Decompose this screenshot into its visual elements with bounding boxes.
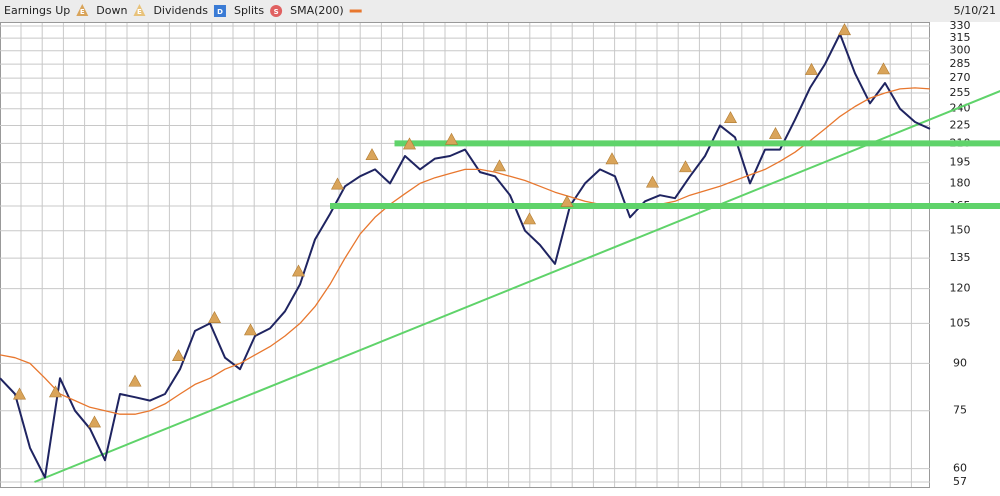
earnings-marker xyxy=(723,111,738,124)
earnings-marker xyxy=(402,137,417,150)
y-tick-label: 180 xyxy=(950,176,971,189)
y-tick-label: 150 xyxy=(950,224,971,237)
legend-icon xyxy=(76,4,89,16)
trendline xyxy=(34,90,1000,483)
legend-label: Splits xyxy=(234,4,264,17)
y-tick-label: 330 xyxy=(950,19,971,32)
legend-icon-letter: D xyxy=(217,8,223,16)
date-label: 5/10/21 xyxy=(954,4,996,17)
y-tick-label: 225 xyxy=(950,118,971,131)
sma-line xyxy=(0,87,931,415)
legend-bar xyxy=(0,0,1000,22)
legend-icon xyxy=(133,4,146,16)
y-tick-label: 315 xyxy=(950,31,971,44)
y-tick-label: 60 xyxy=(953,462,967,475)
earnings-marker xyxy=(678,160,693,173)
earnings-marker xyxy=(492,159,507,172)
earnings-marker xyxy=(645,175,660,188)
y-tick-label: 75 xyxy=(953,404,967,417)
earnings-marker xyxy=(605,152,619,165)
legend-icon xyxy=(270,5,283,17)
earnings-marker xyxy=(87,415,102,428)
legend-icon-letter: E xyxy=(80,8,85,16)
legend-icon-letter: S xyxy=(274,8,279,16)
y-tick-label: 300 xyxy=(950,44,971,57)
earnings-marker xyxy=(560,194,574,207)
legend-label: Down xyxy=(96,4,127,17)
earnings-marker xyxy=(48,385,63,398)
earnings-marker xyxy=(768,127,783,139)
earnings-marker xyxy=(330,177,345,190)
legend-icon xyxy=(213,5,226,17)
y-tick-label: 90 xyxy=(953,356,967,369)
earnings-marker xyxy=(365,148,379,161)
earnings-marker xyxy=(171,349,186,362)
y-tick-label: 195 xyxy=(950,156,971,169)
legend-label: Dividends xyxy=(153,4,208,17)
earnings-marker xyxy=(804,62,819,75)
earnings-marker xyxy=(876,62,891,75)
earnings-marker xyxy=(837,23,852,36)
legend-icon-letter: E xyxy=(137,8,142,16)
earnings-marker xyxy=(522,212,537,225)
earnings-marker xyxy=(243,323,258,336)
earnings-marker xyxy=(12,387,27,400)
legend-label: Earnings Up xyxy=(4,4,70,17)
earnings-marker xyxy=(207,311,222,323)
price-line xyxy=(0,33,931,479)
y-tick-label: 105 xyxy=(950,316,971,329)
y-tick-label: 270 xyxy=(950,71,971,84)
y-tick-label: 135 xyxy=(950,251,971,264)
y-tick-label: 285 xyxy=(950,57,971,70)
y-tick-label: 57 xyxy=(953,475,967,488)
y-tick-label: 255 xyxy=(950,86,971,99)
plot-frame xyxy=(0,22,930,488)
y-tick-label: 120 xyxy=(950,282,971,295)
legend-label: SMA(200) xyxy=(290,4,344,17)
earnings-marker xyxy=(291,264,306,277)
earnings-marker xyxy=(444,132,459,145)
earnings-marker xyxy=(128,374,142,387)
